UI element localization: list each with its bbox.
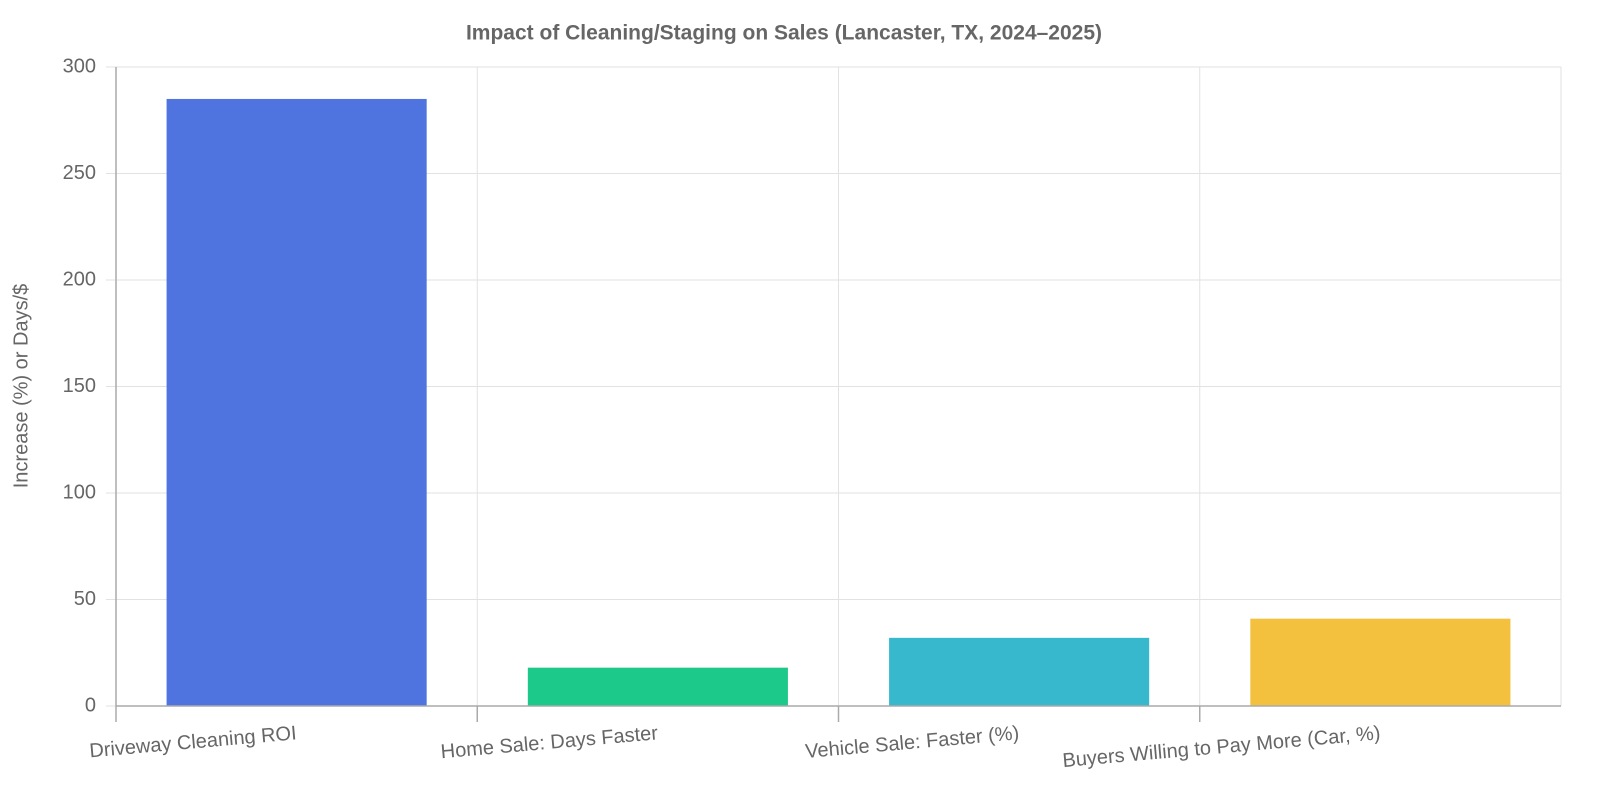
y-axis-label: Increase (%) or Days/$ <box>10 284 32 489</box>
y-tick-label: 50 <box>74 588 96 610</box>
y-tick-label: 0 <box>85 694 96 716</box>
chart: Impact of Cleaning/Staging on Sales (Lan… <box>10 22 1562 772</box>
bar <box>1250 618 1511 706</box>
x-tick-label: Driveway Cleaning ROI <box>89 722 298 762</box>
y-tick-label: 150 <box>63 375 96 397</box>
bar <box>889 637 1150 706</box>
y-tick-label: 250 <box>63 162 96 184</box>
bar <box>166 98 427 706</box>
x-tick-label: Buyers Willing to Pay More (Car, %) <box>1062 722 1382 772</box>
chart-title: Impact of Cleaning/Staging on Sales (Lan… <box>466 22 1102 45</box>
x-tick-label: Home Sale: Days Faster <box>440 722 659 763</box>
y-tick-label: 100 <box>63 481 96 503</box>
y-tick-label: 300 <box>63 55 96 77</box>
x-tick-label: Vehicle Sale: Faster (%) <box>804 722 1020 763</box>
bar <box>527 667 788 706</box>
y-tick-label: 200 <box>63 268 96 290</box>
